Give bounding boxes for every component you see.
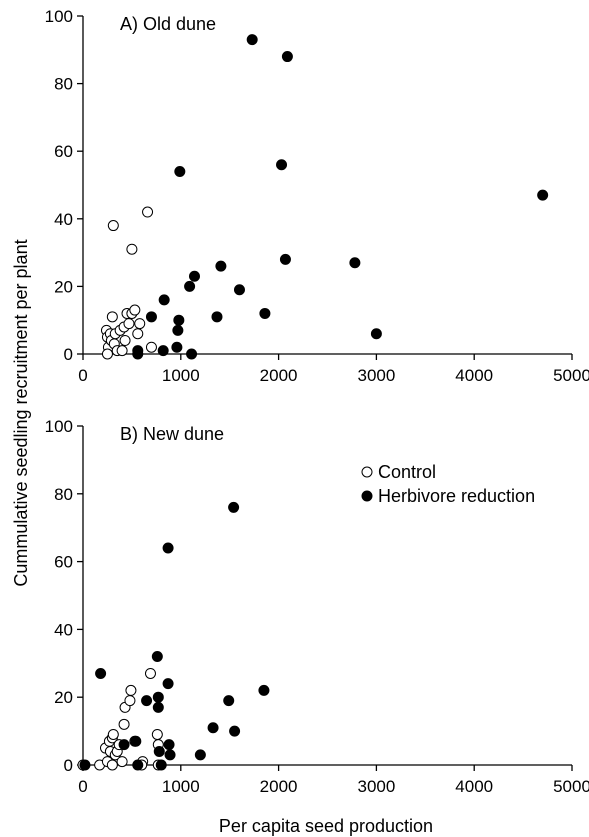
- data-point-control: [151, 728, 163, 740]
- data-point-herbivore-reduction: [152, 691, 164, 703]
- data-point-herbivore-reduction: [162, 678, 174, 690]
- y-tick-label: 100: [45, 7, 73, 26]
- y-axis-title: Cummulative seedling recruitment per pla…: [11, 239, 31, 586]
- y-tick-label: 60: [54, 553, 73, 572]
- data-point-herbivore-reduction: [279, 253, 291, 265]
- y-tick-label: 40: [54, 620, 73, 639]
- y-tick-label: 100: [45, 417, 73, 436]
- data-point-herbivore-reduction: [79, 759, 91, 771]
- x-tick-label: 3000: [357, 366, 395, 385]
- data-point-herbivore-reduction: [155, 759, 167, 771]
- x-tick-label: 5000: [553, 777, 589, 796]
- data-point-control: [118, 718, 130, 730]
- data-point-herbivore-reduction: [246, 34, 258, 46]
- legend-label: Herbivore reduction: [378, 486, 535, 506]
- x-tick-label: 2000: [260, 777, 298, 796]
- data-point-control: [144, 667, 156, 679]
- data-point-control: [106, 311, 118, 323]
- y-tick-label: 0: [64, 756, 73, 775]
- x-tick-label: 1000: [162, 366, 200, 385]
- data-point-herbivore-reduction: [370, 328, 382, 340]
- data-point-herbivore-reduction: [162, 542, 174, 554]
- y-tick-label: 60: [54, 142, 73, 161]
- data-point-control: [129, 304, 141, 316]
- data-point-control: [116, 345, 128, 357]
- data-point-control: [119, 334, 131, 346]
- data-point-herbivore-reduction: [118, 739, 130, 751]
- data-point-herbivore-reduction: [229, 725, 241, 737]
- data-point-herbivore-reduction: [95, 667, 107, 679]
- x-tick-label: 0: [78, 366, 87, 385]
- x-tick-label: 4000: [455, 777, 493, 796]
- data-point-control: [107, 728, 119, 740]
- data-point-herbivore-reduction: [130, 735, 142, 747]
- legend-label: Control: [378, 462, 436, 482]
- data-point-herbivore-reduction: [194, 749, 206, 761]
- data-point-herbivore-reduction: [349, 257, 361, 269]
- x-tick-label: 5000: [553, 366, 589, 385]
- data-point-herbivore-reduction: [281, 51, 293, 63]
- data-point-herbivore-reduction: [152, 701, 164, 713]
- data-point-control: [132, 328, 144, 340]
- data-point-herbivore-reduction: [184, 280, 196, 292]
- data-point-herbivore-reduction: [276, 159, 288, 171]
- data-point-herbivore-reduction: [172, 324, 184, 336]
- data-point-herbivore-reduction: [153, 745, 165, 757]
- data-point-herbivore-reduction: [132, 348, 144, 360]
- data-point-herbivore-reduction: [258, 684, 270, 696]
- data-point-control: [145, 341, 157, 353]
- y-tick-label: 80: [54, 75, 73, 94]
- data-point-herbivore-reduction: [157, 345, 169, 357]
- data-point-control: [134, 318, 146, 330]
- data-point-herbivore-reduction: [223, 695, 235, 707]
- x-tick-label: 0: [78, 777, 87, 796]
- data-point-herbivore-reduction: [233, 284, 245, 296]
- y-tick-label: 40: [54, 210, 73, 229]
- panel-title: A) Old dune: [120, 14, 216, 34]
- data-point-control: [126, 243, 138, 255]
- x-tick-label: 1000: [162, 777, 200, 796]
- data-point-control: [107, 220, 119, 232]
- data-point-control: [124, 695, 136, 707]
- data-point-herbivore-reduction: [215, 260, 227, 272]
- data-point-herbivore-reduction: [141, 695, 153, 707]
- data-point-control: [106, 759, 118, 771]
- y-tick-label: 20: [54, 688, 73, 707]
- data-point-herbivore-reduction: [188, 270, 200, 282]
- data-point-herbivore-reduction: [259, 307, 271, 319]
- data-point-herbivore-reduction: [164, 749, 176, 761]
- data-point-control: [125, 684, 137, 696]
- data-point-herbivore-reduction: [186, 348, 198, 360]
- x-axis-title: Per capita seed production: [219, 816, 433, 836]
- data-point-herbivore-reduction: [132, 759, 144, 771]
- data-point-herbivore-reduction: [158, 294, 170, 306]
- legend-marker-filled: [361, 490, 373, 502]
- data-point-herbivore-reduction: [211, 311, 223, 323]
- data-point-herbivore-reduction: [173, 314, 185, 326]
- data-point-herbivore-reduction: [207, 722, 219, 734]
- panel-title: B) New dune: [120, 424, 224, 444]
- data-point-herbivore-reduction: [228, 501, 240, 513]
- data-point-control: [101, 348, 113, 360]
- y-tick-label: 0: [64, 345, 73, 364]
- data-point-herbivore-reduction: [145, 311, 157, 323]
- y-tick-label: 20: [54, 277, 73, 296]
- x-tick-label: 3000: [357, 777, 395, 796]
- data-point-herbivore-reduction: [163, 739, 175, 751]
- x-tick-label: 4000: [455, 366, 493, 385]
- data-point-control: [142, 206, 154, 218]
- data-point-herbivore-reduction: [171, 341, 183, 353]
- x-tick-label: 2000: [260, 366, 298, 385]
- y-tick-label: 80: [54, 485, 73, 504]
- legend-marker-open: [361, 466, 373, 478]
- data-point-control: [123, 318, 135, 330]
- data-point-control: [116, 756, 128, 768]
- data-point-herbivore-reduction: [174, 165, 186, 177]
- data-point-herbivore-reduction: [537, 189, 549, 201]
- data-point-herbivore-reduction: [151, 651, 163, 663]
